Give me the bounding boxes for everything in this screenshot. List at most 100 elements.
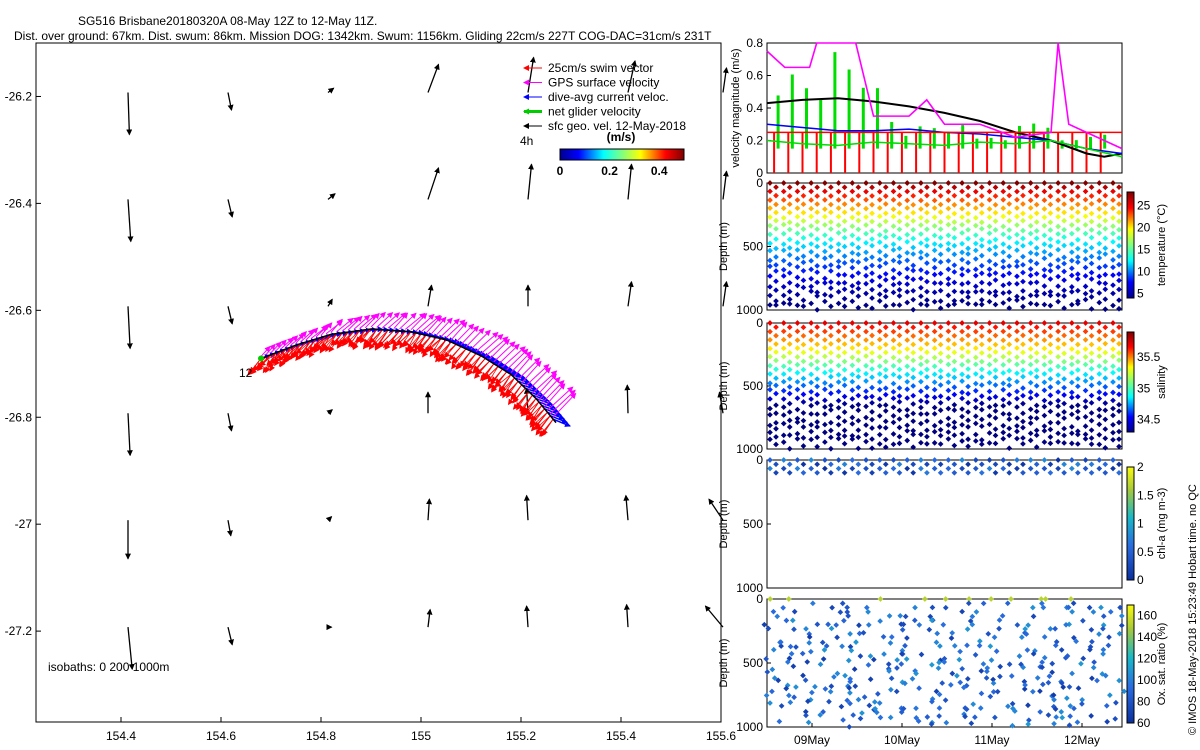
profile-sample-marker [904,281,911,288]
profile-sample-marker [924,278,930,285]
profile-sample-marker [1000,196,1007,203]
profile-sample-marker [773,332,779,339]
profile-sample-marker [899,650,905,657]
profile-sample-marker [786,359,793,365]
profile-sample-marker [1105,642,1112,649]
profile-sample-marker [808,275,814,282]
profile-sample-marker [896,349,903,355]
profile-sample-marker [1064,695,1070,701]
profile-y-tick-label: 500 [743,240,763,254]
profile-sample-marker [1069,670,1075,677]
profile-sample-marker [863,394,869,401]
profile-sample-marker [808,249,814,255]
profile-sample-marker [835,197,842,203]
profile-sample-marker [949,630,956,636]
profile-sample-marker [937,426,944,433]
profile-sample-marker [1082,398,1089,404]
profile-sample-marker [1102,332,1109,339]
profile-sample-marker [1063,621,1069,628]
profile-sample-marker [1082,283,1089,290]
profile-sample-marker [918,231,924,237]
profile-sample-marker [1075,383,1081,390]
profile-sample-marker [904,395,911,401]
profile-sample-marker [882,366,889,373]
profile-sample-marker [1116,408,1122,415]
profile-sample-marker [1110,205,1116,212]
velocity-y-tick-label: 0.4 [746,101,763,115]
velocity-series-line [766,139,1123,158]
profile-sample-marker [972,320,979,326]
profile-sample-marker [794,354,801,360]
profile-sample-marker [1110,405,1116,412]
profile-sample-marker [1020,358,1026,365]
profile-sample-marker [876,274,883,280]
profile-sample-marker [773,287,779,294]
profile-sample-marker [763,656,769,662]
profile-sample-marker [1088,469,1095,476]
profile-sample-marker [986,404,993,410]
profile-sample-marker [1014,188,1020,195]
profile-sample-marker [1102,184,1109,191]
profile-sample-marker [1041,423,1048,430]
date-tick-label: 10May [884,733,920,747]
profile-sample-marker [1047,461,1054,468]
profile-colorbar-tick: 35.5 [1137,350,1161,364]
profile-sample-marker [931,271,938,278]
profile-sample-marker [972,431,979,438]
profile-sample-marker [1075,184,1081,191]
profile-sample-marker [929,604,936,611]
profile-sample-marker [978,243,985,249]
profile-sample-marker [1110,264,1116,271]
profile-sample-marker [780,336,787,343]
profile-sample-marker [992,357,999,364]
profile-sample-marker [1041,354,1048,360]
track-start-marker [258,355,264,362]
velocity-y-tick-label: 0.6 [746,69,763,83]
swim-vector [490,371,508,391]
profile-sample-marker [1055,264,1061,270]
profile-sample-marker [1075,461,1081,468]
profile-sample-marker [863,388,869,395]
profile-sample-marker [918,188,924,195]
profile-sample-marker [833,622,840,628]
profile-sample-marker [808,371,814,378]
profile-sample-marker [871,656,877,663]
profile-sample-marker [869,366,875,372]
profile-sample-marker [1100,625,1106,632]
profile-sample-marker [1020,278,1026,285]
profile-sample-marker [1116,271,1122,277]
profile-sample-marker [808,465,814,472]
profile-sample-marker [828,341,834,347]
profile-y-tick-label: 0 [756,316,763,330]
profile-sample-marker [1047,367,1054,373]
profile-sample-marker [933,688,940,695]
profile-sample-marker [951,341,958,347]
profile-sample-marker [1047,243,1054,249]
profile-sample-marker [882,408,889,414]
profile-sample-marker [980,600,987,607]
profile-sample-marker [918,465,924,472]
profile-sample-marker [791,608,798,615]
profile-sample-marker [896,235,903,242]
profile-sample-marker [951,288,958,295]
profile-sample-marker [890,267,897,273]
profile-sample-marker [849,436,856,442]
profile-sample-marker [855,373,862,380]
profile-sample-marker [794,274,801,281]
profile-sample-marker [904,320,911,326]
swim-vector [314,334,332,350]
profile-sample-marker [1067,703,1074,709]
profile-sample-marker [780,353,787,360]
profile-sample-marker [1102,461,1109,468]
swim-vector [334,331,349,346]
profile-sample-marker [965,210,971,217]
profile-sample-marker [951,374,958,381]
profile-sample-marker [1116,401,1122,408]
profile-sample-marker [822,439,828,445]
profile-sample-marker [986,465,993,472]
profile-sample-marker [937,280,944,286]
profile-sample-marker [863,414,869,421]
profile-sample-marker [1006,382,1013,389]
profile-sample-marker [804,659,811,665]
profile-sample-marker [800,366,807,373]
